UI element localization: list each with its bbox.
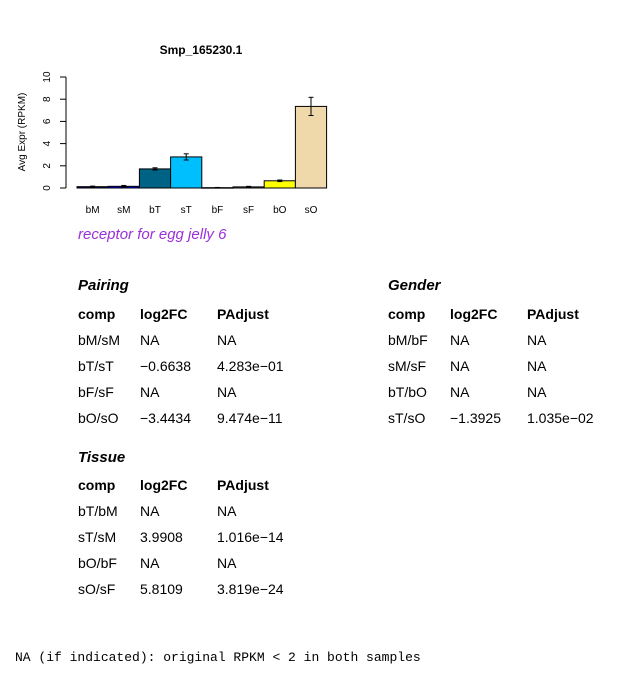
table-cell: 5.8109 [140,581,183,597]
table-cell: 3.9908 [140,529,183,545]
x-tick-label-sO: sO [305,205,318,216]
table-cell: NA [217,503,237,519]
bar-sO [294,105,328,189]
table-cell: bO/bF [78,555,117,571]
table-cell: NA [450,384,470,400]
y-tick-label: 10 [42,71,53,83]
table-cell: 1.035e−02 [527,410,594,426]
pairing-table: comp log2FC PAdjust bM/sM NA NA bT/sT −0.6638 4.… [78,301,307,431]
column-header: comp [78,306,116,322]
table-cell: bM/sM [78,332,120,348]
column-header: PAdjust [527,306,579,322]
table-cell: bO/sO [78,410,119,426]
gender-table: comp log2FC PAdjust bM/bF NA NA sM/sF NA NA bT/bO… [388,301,617,431]
x-tick-label-bT: bT [149,205,161,216]
y-tick-label: 2 [42,163,53,169]
table-cell: 3.819e−24 [217,581,284,597]
table-row: bO/bF NA NA [78,550,307,576]
column-header: PAdjust [217,477,269,493]
column-header: comp [388,306,426,322]
x-tick-label-sT: sT [181,205,192,216]
error-bars [90,96,314,189]
table-cell: sT/sM [78,529,117,545]
x-tick-label-bF: bF [212,205,224,216]
y-tick-label: 4 [42,140,53,146]
table-row: sO/sF 5.8109 3.819e−24 [78,576,307,602]
table-row: bT/bM NA NA [78,498,307,524]
table-cell: sM/sF [388,358,427,374]
table-cell: NA [527,384,547,400]
table-cell: NA [527,358,547,374]
table-cell: NA [217,555,237,571]
table-cell: sO/sF [78,581,116,597]
table-header-row: comp log2FC PAdjust [78,301,307,327]
table-header-row: comp log2FC PAdjust [78,472,307,498]
bars [76,105,328,189]
bar-sT [170,156,203,189]
pairing-title: Pairing [78,277,129,294]
y-tick-label: 0 [42,185,53,191]
table-row: bF/sF NA NA [78,379,307,405]
table-cell: sT/sO [388,410,426,426]
x-tick-label-bM: bM [86,205,100,216]
column-header: log2FC [140,477,188,493]
y-axis-label: Avg Expr (RPKM) [17,93,28,172]
table-row: bO/sO −3.4434 9.474e−11 [78,405,307,431]
table-cell: NA [140,555,160,571]
table-row: sT/sM 3.9908 1.016e−14 [78,524,307,550]
x-tick-label-sF: sF [243,205,254,216]
table-cell: −3.4434 [140,410,191,426]
table-cell: NA [140,384,160,400]
gender-title: Gender [388,277,441,294]
table-row: bT/bO NA NA [388,379,617,405]
y-tick-label: 6 [42,118,53,124]
table-row: sM/sF NA NA [388,353,617,379]
table-cell: bM/bF [388,332,428,348]
table-cell: 4.283e−01 [217,358,284,374]
table-cell: NA [450,332,470,348]
table-cell: bT/sT [78,358,114,374]
column-header: log2FC [450,306,498,322]
table-cell: NA [140,503,160,519]
column-header: comp [78,477,116,493]
tissue-table: comp log2FC PAdjust bT/bM NA NA sT/sM 3.9908 1.0… [78,472,307,602]
table-cell: bT/bO [388,384,427,400]
chart-title: Smp_165230.1 [160,43,243,57]
bar-chart: Smp_165230.1 Avg Expr (RPKM) 0 2 4 6 8 10 bM s… [17,43,328,216]
table-cell: NA [450,358,470,374]
table-cell: 9.474e−11 [217,410,283,426]
table-cell: NA [140,332,160,348]
table-cell: bF/sF [78,384,114,400]
table-row: bT/sT −0.6638 4.283e−01 [78,353,307,379]
x-tick-labels: bM sM bT sT bF sF bO sO [86,205,318,216]
table-row: bM/sM NA NA [78,327,307,353]
table-cell: −0.6638 [140,358,191,374]
table-cell: −1.3925 [450,410,501,426]
tissue-title: Tissue [78,449,126,466]
table-row: sT/sO −1.3925 1.035e−02 [388,405,617,431]
x-tick-label-bO: bO [273,205,287,216]
bar-bT [138,168,172,189]
y-axis: 0 2 4 6 8 10 [42,71,67,191]
footnote: NA (if indicated): original RPKM < 2 in … [15,650,421,665]
column-header: log2FC [140,306,188,322]
table-cell: bT/bM [78,503,118,519]
x-tick-label-sM: sM [117,205,130,216]
gene-description: receptor for egg jelly 6 [78,226,227,243]
table-cell: 1.016e−14 [217,529,284,545]
table-row: bM/bF NA NA [388,327,617,353]
table-header-row: comp log2FC PAdjust [388,301,617,327]
table-cell: NA [217,332,237,348]
table-cell: NA [217,384,237,400]
table-cell: NA [527,332,547,348]
column-header: PAdjust [217,306,269,322]
y-tick-label: 8 [42,96,53,102]
